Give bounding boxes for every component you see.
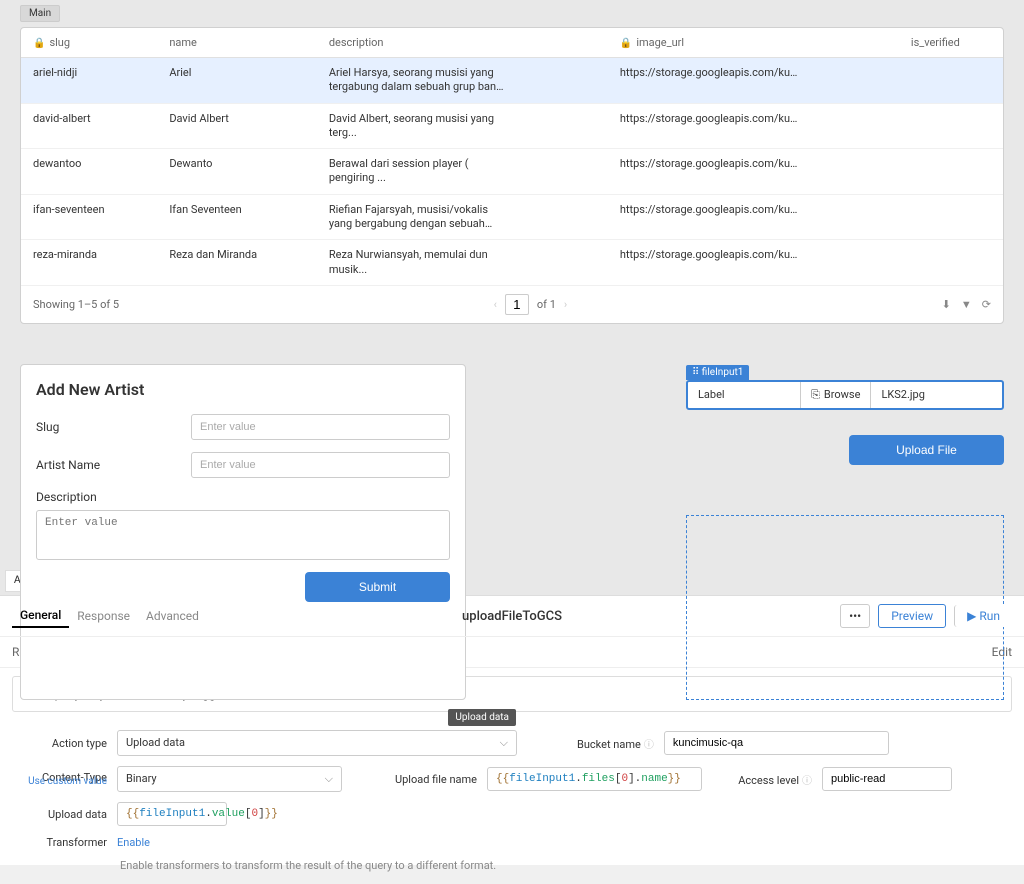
action-type-tooltip: Upload data — [448, 709, 516, 726]
form-title: Add New Artist — [36, 380, 450, 399]
table-row[interactable]: dewantooDewantoBerawal dari session play… — [21, 149, 1003, 195]
bucket-label: Bucket nameⓘ — [577, 736, 654, 751]
refresh-icon[interactable]: ⟳ — [982, 298, 991, 311]
artist-name-label: Artist Name — [36, 458, 191, 472]
description-label: Description — [36, 490, 191, 504]
main-tab[interactable]: Main — [20, 5, 60, 22]
col-is_verified[interactable]: is_verified — [899, 28, 1003, 58]
table-row[interactable]: david-albertDavid AlbertDavid Albert, se… — [21, 103, 1003, 149]
pagination: ‹ of 1 › — [494, 294, 568, 315]
bucket-input[interactable] — [664, 731, 889, 755]
col-description[interactable]: description — [317, 28, 608, 58]
preview-button[interactable]: Preview — [878, 604, 946, 628]
tab-general[interactable]: General — [12, 604, 69, 628]
table-row[interactable]: ifan-seventeenIfan SeventeenRiefian Faja… — [21, 194, 1003, 240]
page-input[interactable] — [505, 294, 529, 315]
query-title: uploadFileToGCS — [462, 609, 562, 624]
col-slug[interactable]: 🔒slug — [21, 28, 157, 58]
add-artist-form: Add New Artist Slug Artist Name Descript… — [20, 364, 466, 700]
action-type-label: Action type — [12, 737, 107, 750]
more-button[interactable]: ••• — [840, 604, 870, 628]
content-type-select[interactable]: Binary⌵ — [117, 766, 342, 792]
info-icon: ⓘ — [802, 776, 812, 787]
upload-filename-input[interactable]: {{fileInput1.files[0].name}} — [487, 767, 702, 791]
showing-text: Showing 1–5 of 5 — [33, 298, 119, 311]
action-type-select[interactable]: Upload data⌵ Upload data — [117, 730, 517, 756]
tab-advanced[interactable]: Advanced — [138, 605, 207, 627]
slug-input[interactable] — [191, 414, 450, 440]
file-label: Label — [688, 382, 800, 408]
table-row[interactable]: ariel-nidjiArielAriel Harsya, seorang mu… — [21, 58, 1003, 104]
file-upload-area: ⠿ fileInput1 Label ⎘Browse LKS2.jpg Uplo… — [686, 364, 1004, 700]
query-panel: General Response Advanced uploadFileToGC… — [0, 595, 1024, 865]
run-button[interactable]: ▶ Run — [954, 605, 1012, 627]
next-page-icon[interactable]: › — [564, 298, 567, 311]
upload-data-input[interactable]: {{fileInput1.value[0]}} — [117, 802, 227, 826]
artists-table: 🔒slugnamedescription🔒image_urlis_verifie… — [20, 27, 1004, 324]
col-image_url[interactable]: 🔒image_url — [608, 28, 899, 58]
table-row[interactable]: reza-mirandaReza dan MirandaReza Nurwian… — [21, 240, 1003, 286]
browse-icon: ⎘ — [811, 388, 820, 402]
component-tag[interactable]: ⠿ fileInput1 — [686, 365, 749, 380]
enable-link[interactable]: Enable — [117, 836, 150, 849]
canvas-area: Main 🔒slugnamedescription🔒image_urlis_ve… — [0, 0, 1024, 570]
slug-label: Slug — [36, 420, 191, 434]
prev-page-icon[interactable]: ‹ — [494, 298, 497, 311]
file-name: LKS2.jpg — [871, 382, 1002, 408]
access-level-label: Access levelⓘ — [722, 772, 812, 787]
col-name[interactable]: name — [157, 28, 317, 58]
upload-data-label: Upload data — [12, 808, 107, 821]
upload-file-button[interactable]: Upload File — [849, 435, 1004, 465]
artist-name-input[interactable] — [191, 452, 450, 478]
info-icon: ⓘ — [644, 740, 654, 751]
download-icon[interactable]: ⬇ — [942, 298, 951, 311]
description-input[interactable] — [36, 510, 450, 560]
transformer-desc: Enable transformers to transform the res… — [120, 859, 1012, 872]
upload-filename-label: Upload file name — [362, 773, 477, 786]
transformer-label: Transformer — [12, 836, 107, 849]
file-input[interactable]: Label ⎘Browse LKS2.jpg — [686, 380, 1004, 410]
of-text: of 1 — [537, 298, 556, 311]
query-tabs: General Response Advanced uploadFileToGC… — [0, 596, 1024, 637]
tab-response[interactable]: Response — [69, 605, 138, 627]
filter-icon[interactable]: ▼ — [961, 298, 972, 311]
access-level-input[interactable] — [822, 767, 952, 791]
browse-button[interactable]: ⎘Browse — [800, 382, 871, 408]
table-footer: Showing 1–5 of 5 ‹ of 1 › ⬇ ▼ ⟳ — [21, 286, 1003, 323]
use-custom-link[interactable]: Use custom value — [12, 776, 107, 787]
